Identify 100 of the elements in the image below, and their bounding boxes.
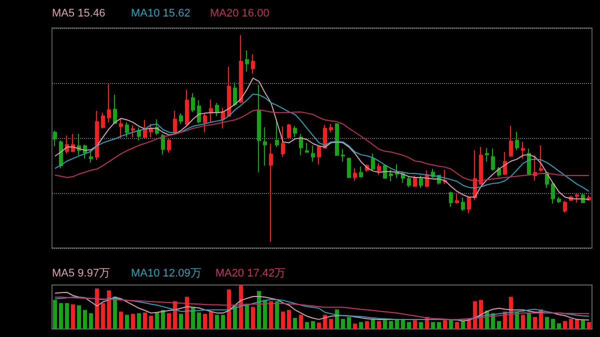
- bar: [407, 322, 411, 329]
- bar: [155, 312, 159, 329]
- bar: [575, 318, 579, 329]
- candlestick: [209, 99, 213, 123]
- candlestick: [479, 146, 483, 186]
- bar: [83, 310, 87, 329]
- candlestick: [137, 126, 141, 141]
- bar: [71, 304, 75, 329]
- bar: [473, 301, 477, 329]
- bar: [557, 323, 561, 329]
- candlestick: [533, 154, 537, 182]
- bar: [371, 318, 375, 329]
- bar: [569, 318, 573, 329]
- bar: [413, 320, 417, 329]
- bar: [167, 313, 171, 329]
- bar: [95, 288, 99, 329]
- candlestick: [173, 110, 177, 134]
- bar: [65, 303, 69, 329]
- bar: [119, 312, 123, 329]
- candlestick: [179, 112, 183, 125]
- bar: [209, 312, 213, 329]
- candlestick: [299, 133, 303, 156]
- bar: [467, 320, 471, 329]
- candlestick: [485, 148, 489, 162]
- candlestick: [53, 130, 57, 146]
- candlestick: [113, 94, 117, 125]
- candlestick: [221, 107, 225, 129]
- candlestick: [71, 133, 75, 152]
- bar: [281, 312, 285, 329]
- bar: [437, 322, 441, 329]
- bar: [587, 322, 591, 329]
- candlestick: [461, 197, 465, 212]
- bar: [257, 291, 261, 329]
- candlestick: [353, 168, 357, 182]
- candlestick: [371, 153, 375, 172]
- bar: [275, 301, 279, 329]
- bar: [77, 305, 81, 329]
- bar: [293, 318, 297, 329]
- candlestick: [185, 89, 189, 126]
- candlestick: [161, 133, 165, 156]
- bar: [527, 312, 531, 329]
- bar: [125, 314, 129, 329]
- candlestick: [95, 110, 99, 160]
- candlestick: [239, 34, 243, 104]
- bar: [287, 310, 291, 329]
- candlestick: [515, 131, 519, 151]
- series-label: MA10 12.09万: [131, 268, 202, 280]
- bar: [533, 317, 537, 329]
- bar: [53, 300, 57, 329]
- candlestick: [107, 84, 111, 123]
- candlestick: [311, 144, 315, 162]
- candlestick: [119, 118, 123, 140]
- candlestick: [407, 176, 411, 188]
- candlestick: [233, 82, 237, 107]
- text: MA5 15.46: [52, 8, 106, 20]
- bar: [113, 296, 117, 329]
- candlestick: [143, 119, 147, 139]
- candlestick: [575, 193, 579, 204]
- bar: [185, 296, 189, 329]
- candlestick: [563, 200, 567, 213]
- candlestick: [203, 112, 207, 133]
- bar: [191, 308, 195, 329]
- candlestick: [347, 157, 351, 178]
- bar: [455, 322, 459, 329]
- bar: [227, 290, 231, 329]
- bar: [341, 318, 345, 329]
- bar: [329, 318, 333, 329]
- candlestick: [215, 102, 219, 116]
- text: MA20 16.00: [210, 8, 270, 20]
- candlestick: [101, 112, 105, 129]
- candlestick: [191, 92, 195, 113]
- bar: [563, 321, 567, 329]
- bar: [239, 285, 243, 329]
- bar: [581, 320, 585, 329]
- bar: [311, 321, 315, 329]
- candlestick: [335, 122, 339, 156]
- bar: [233, 305, 237, 329]
- candlestick: [401, 171, 405, 184]
- bar: [59, 303, 63, 329]
- candlestick: [275, 118, 279, 148]
- candlestick: [287, 124, 291, 140]
- candlestick: [455, 192, 459, 204]
- candlestick: [527, 148, 531, 176]
- bar: [173, 301, 177, 329]
- bar: [179, 314, 183, 329]
- candlestick: [491, 148, 495, 172]
- bar: [101, 303, 105, 329]
- bar: [365, 321, 369, 329]
- candlestick: [263, 126, 267, 166]
- candlestick: [167, 138, 171, 154]
- bar: [245, 304, 249, 329]
- bar: [521, 314, 525, 329]
- candlestick: [497, 166, 501, 178]
- candlestick: [77, 133, 81, 156]
- text: MA10 15.62: [131, 8, 190, 20]
- candlestick: [539, 144, 543, 172]
- bar: [359, 322, 363, 329]
- bar: [305, 322, 309, 329]
- bar: [323, 314, 327, 329]
- bar: [335, 309, 339, 329]
